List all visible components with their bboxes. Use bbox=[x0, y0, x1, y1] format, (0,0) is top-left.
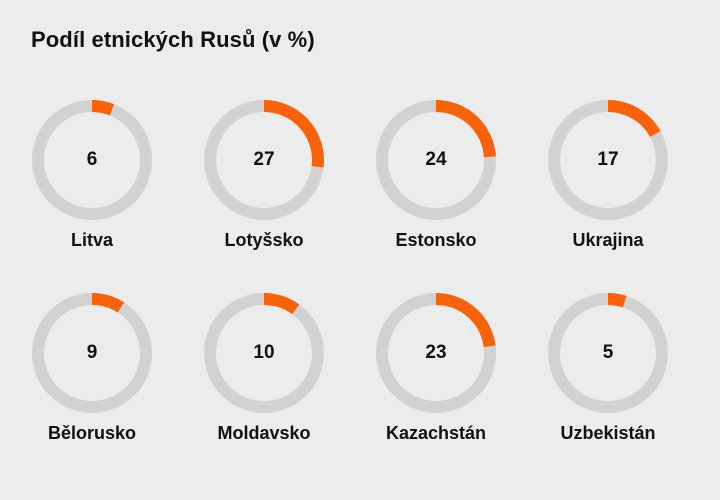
donut-segment bbox=[32, 100, 152, 220]
donut-value-label: 23 bbox=[425, 342, 447, 363]
donut-chart bbox=[204, 293, 324, 413]
donut-value-label: 9 bbox=[86, 342, 98, 363]
donut-chart bbox=[548, 100, 668, 220]
donut-category-label: Uzbekistán bbox=[560, 423, 656, 443]
donut-value-label: 6 bbox=[86, 149, 98, 170]
donut-category-label: Litva bbox=[70, 230, 113, 250]
donut-cell: 24 Estonsko bbox=[350, 100, 522, 260]
donut-value-label: 24 bbox=[425, 149, 447, 170]
donut-chart bbox=[376, 100, 496, 220]
donut-chart bbox=[32, 100, 152, 220]
donut-category-label: Kazachstán bbox=[385, 423, 487, 443]
donut-segment bbox=[204, 293, 324, 413]
donut-segment bbox=[376, 293, 496, 413]
donut-chart bbox=[32, 293, 152, 413]
donut-category-label: Lotyšsko bbox=[224, 230, 304, 250]
donut-chart bbox=[376, 293, 496, 413]
donut-segment bbox=[376, 100, 496, 220]
donut-cell: 17 Ukrajina bbox=[522, 100, 694, 260]
donut-segment bbox=[548, 293, 668, 413]
donut-segment bbox=[548, 100, 668, 220]
donut-segment bbox=[204, 100, 324, 220]
donut-segment bbox=[32, 293, 152, 413]
donut-category-label: Estonsko bbox=[395, 230, 477, 250]
donut-category-label: Ukrajina bbox=[572, 230, 644, 250]
donut-cell: 27 Lotyšsko bbox=[178, 100, 350, 260]
donut-cell: 23 Kazachstán bbox=[350, 293, 522, 453]
donut-chart bbox=[204, 100, 324, 220]
donut-cell: 5 Uzbekistán bbox=[522, 293, 694, 453]
donut-category-label: Bělorusko bbox=[47, 423, 137, 443]
donut-cell: 10 Moldavsko bbox=[178, 293, 350, 453]
donut-category-label: Moldavsko bbox=[217, 423, 311, 443]
donut-value-label: 17 bbox=[597, 149, 619, 170]
donut-cell: 9 Bělorusko bbox=[6, 293, 178, 453]
donut-cell: 6 Litva bbox=[6, 100, 178, 260]
donut-value-label: 10 bbox=[253, 342, 275, 363]
chart-title: Podíl etnických Rusů (v %) bbox=[31, 27, 315, 52]
donut-value-label: 27 bbox=[253, 149, 275, 170]
donut-value-label: 5 bbox=[602, 342, 614, 363]
donut-chart bbox=[548, 293, 668, 413]
